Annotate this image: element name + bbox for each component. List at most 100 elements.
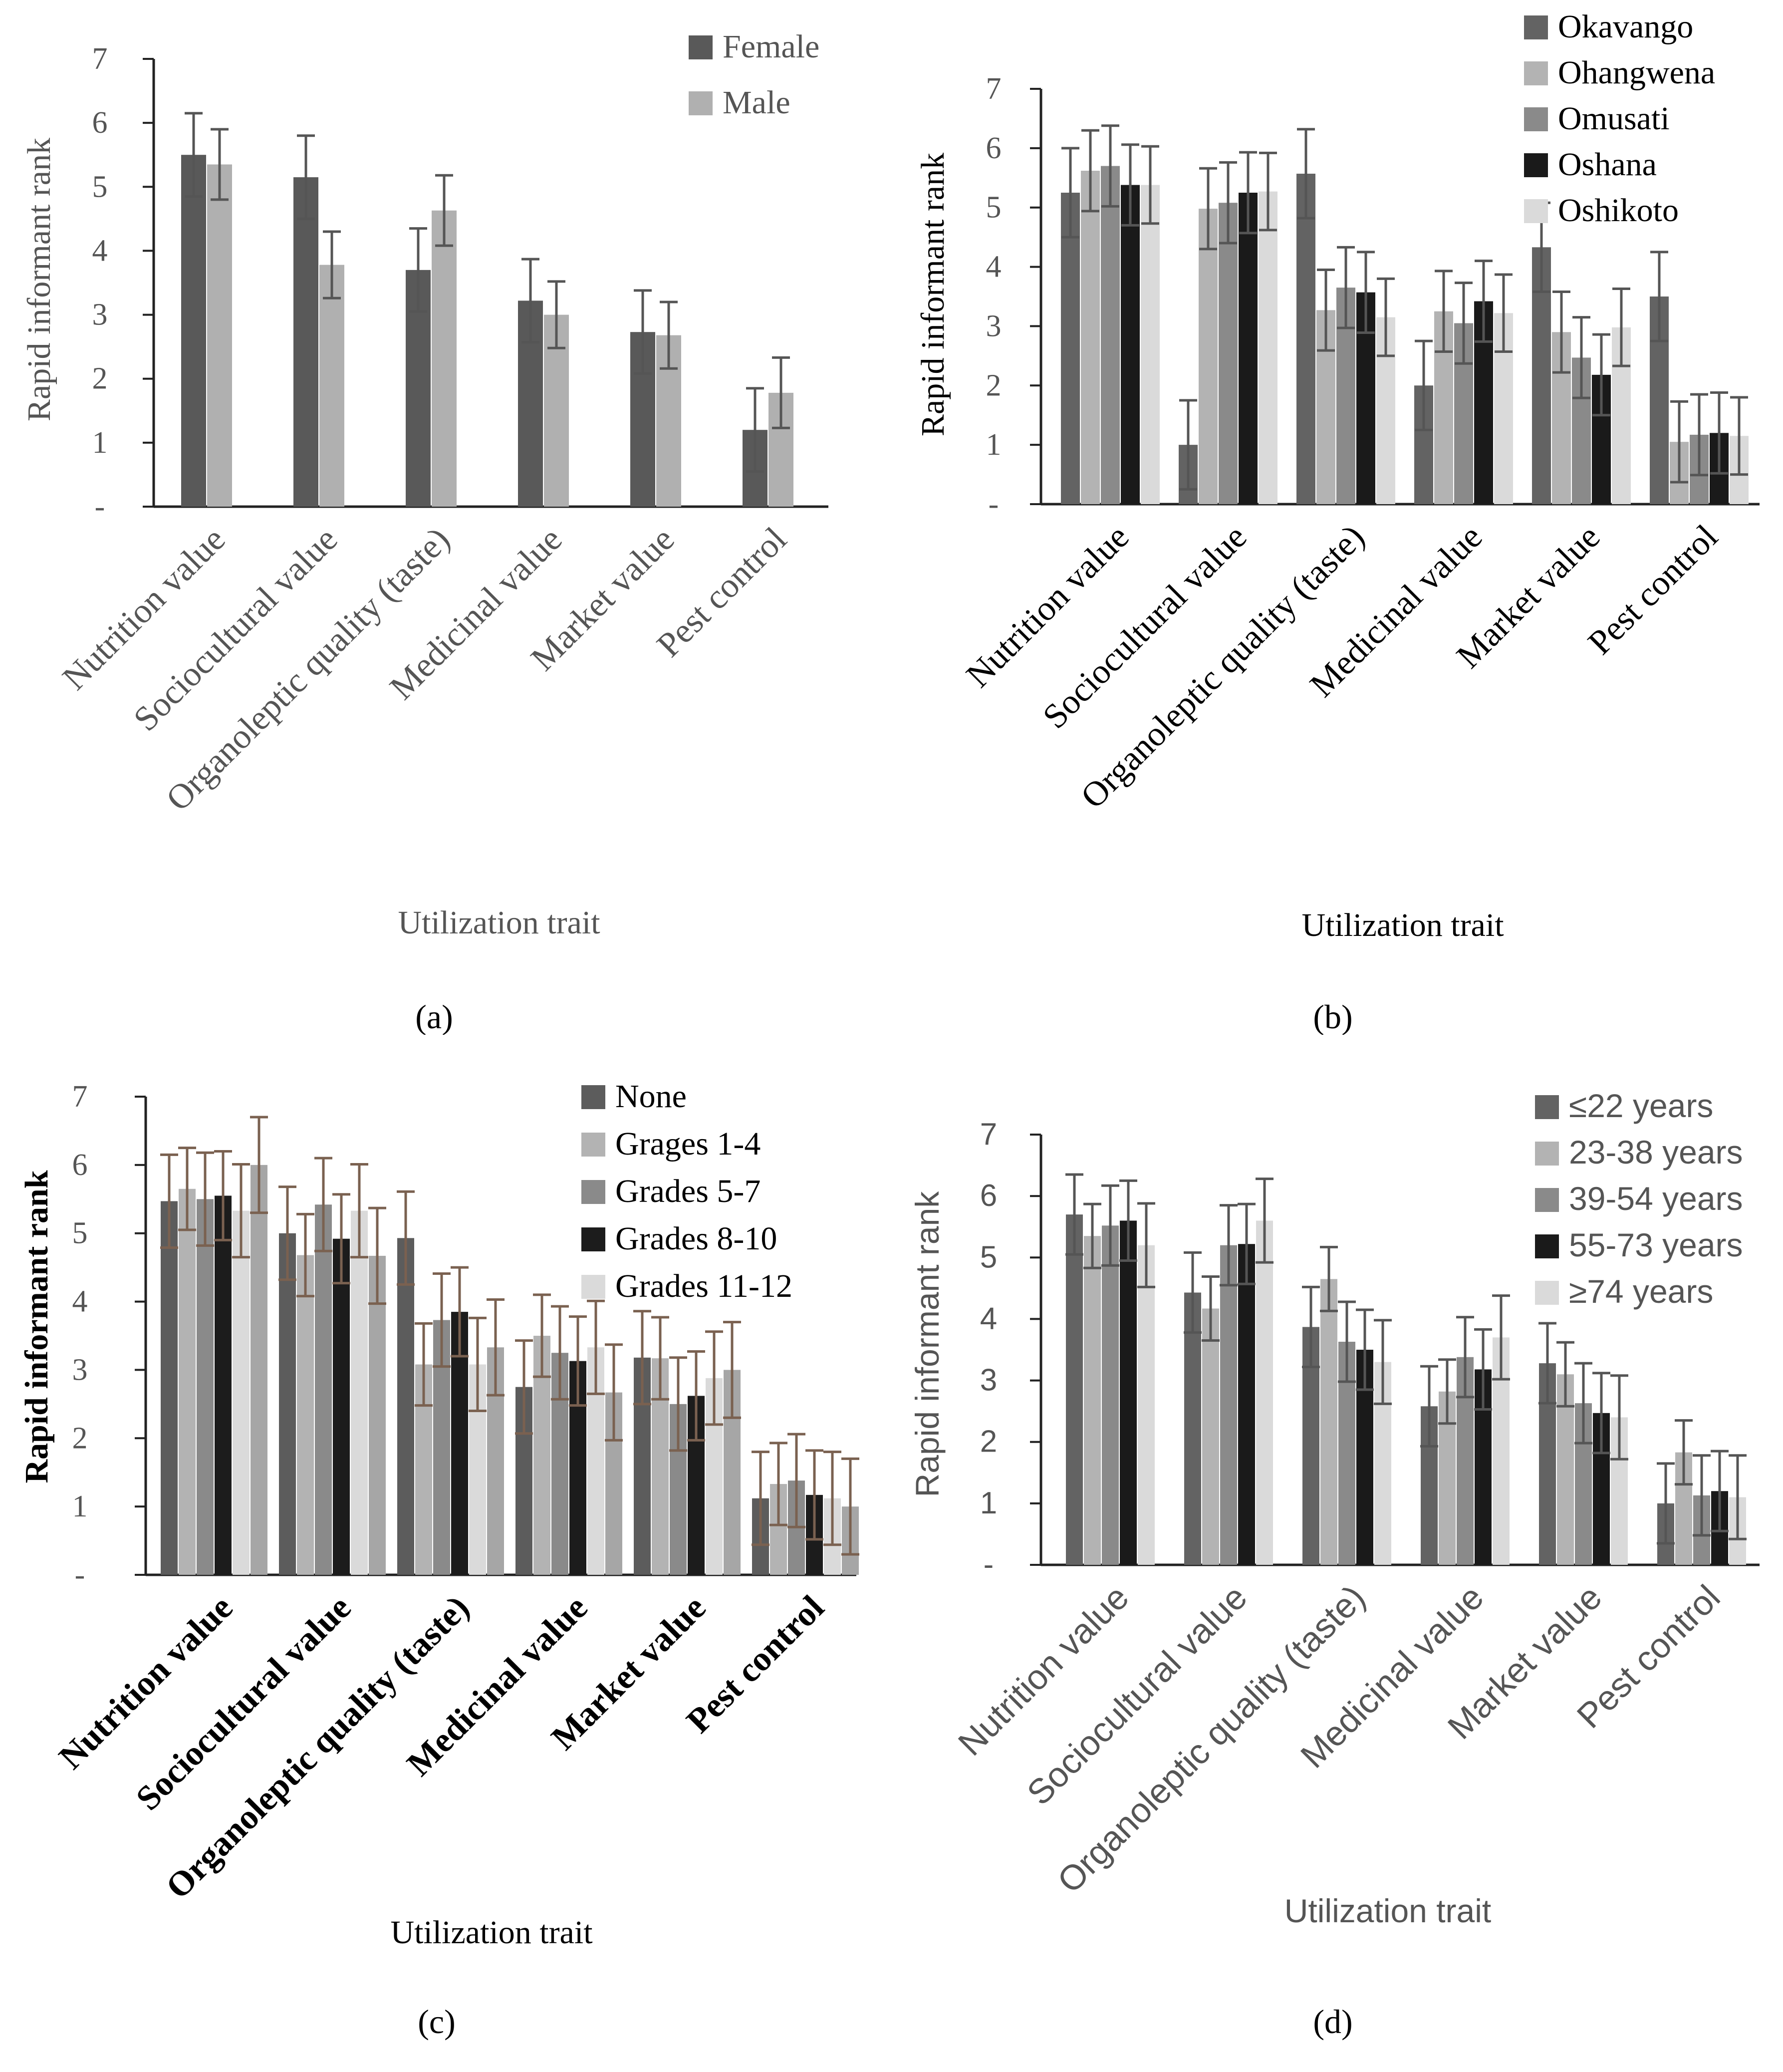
bar bbox=[1141, 185, 1160, 504]
legend-swatch bbox=[1535, 1142, 1559, 1166]
bar bbox=[1066, 1214, 1083, 1565]
y-tick-label: - bbox=[989, 487, 999, 521]
bar bbox=[215, 1195, 232, 1575]
panel-caption: (b) bbox=[1313, 998, 1352, 1035]
bar bbox=[161, 1201, 178, 1575]
x-axis-title: Utilization trait bbox=[1301, 907, 1504, 943]
legend-swatch bbox=[1535, 1095, 1559, 1119]
legend-label: Grades 8-10 bbox=[615, 1220, 777, 1257]
legend-swatch bbox=[1535, 1281, 1559, 1305]
y-tick-label: 5 bbox=[986, 191, 1002, 225]
bar bbox=[207, 164, 232, 507]
bar bbox=[251, 1165, 267, 1575]
legend-label: Oshikoto bbox=[1558, 192, 1679, 229]
bar bbox=[1061, 193, 1080, 504]
y-tick-label: 7 bbox=[986, 72, 1002, 106]
bar bbox=[1101, 166, 1120, 504]
y-tick-label: 6 bbox=[92, 106, 108, 140]
bar bbox=[181, 155, 206, 507]
bar bbox=[1084, 1236, 1101, 1565]
bar bbox=[315, 1204, 332, 1575]
bar bbox=[293, 177, 318, 507]
legend-swatch bbox=[581, 1133, 605, 1157]
bar bbox=[297, 1255, 314, 1575]
legend-swatch bbox=[581, 1275, 605, 1299]
bar bbox=[179, 1188, 196, 1575]
bar bbox=[1238, 1244, 1255, 1565]
category-label: Sociocultural value bbox=[129, 1588, 358, 1818]
bar bbox=[351, 1210, 368, 1575]
y-axis-title: Rapid informant rank bbox=[21, 138, 57, 421]
legend-label: Okavango bbox=[1558, 8, 1693, 45]
y-tick-label: 2 bbox=[986, 368, 1002, 402]
y-tick-label: 6 bbox=[986, 131, 1002, 165]
bar bbox=[1102, 1225, 1119, 1565]
y-tick-label: 7 bbox=[92, 42, 108, 76]
bar bbox=[432, 210, 457, 507]
y-tick-label: 7 bbox=[72, 1080, 88, 1114]
y-axis-title: Rapid informant rank bbox=[909, 1191, 946, 1497]
legend-label: 55-73 years bbox=[1569, 1226, 1743, 1263]
y-tick-label: 3 bbox=[980, 1363, 997, 1398]
bar bbox=[1199, 209, 1218, 504]
y-tick-label: 3 bbox=[92, 298, 108, 332]
legend-label: None bbox=[615, 1078, 687, 1115]
y-tick-label: 2 bbox=[72, 1421, 88, 1455]
bar bbox=[333, 1238, 350, 1575]
legend-label: Female bbox=[723, 28, 819, 65]
legend-swatch bbox=[581, 1227, 605, 1251]
legend-label: 39-54 years bbox=[1569, 1180, 1743, 1217]
y-tick-label: 1 bbox=[92, 426, 108, 460]
y-tick-label: 6 bbox=[72, 1148, 88, 1182]
legend-swatch bbox=[581, 1085, 605, 1109]
bar bbox=[1219, 203, 1238, 505]
bar bbox=[1081, 171, 1100, 505]
y-tick-label: 4 bbox=[986, 250, 1002, 284]
y-tick-label: 4 bbox=[72, 1285, 88, 1319]
legend-label: ≤22 years bbox=[1569, 1087, 1713, 1124]
panel-caption: (c) bbox=[418, 2003, 455, 2041]
panel-caption: (d) bbox=[1313, 2003, 1352, 2041]
bar bbox=[1239, 193, 1258, 504]
chart-panel-d: -1 2 3 4 5 6 7 Rapid informant rank Nutrition va… bbox=[891, 1035, 1783, 2070]
y-tick-label: 2 bbox=[92, 362, 108, 396]
bar bbox=[397, 1238, 414, 1575]
bar bbox=[1259, 191, 1277, 504]
chart-panel-c: -1 2 3 4 5 6 7 Rapid informant rank Nutrition va… bbox=[0, 1035, 891, 2070]
bar bbox=[279, 1233, 296, 1575]
y-tick-label: 5 bbox=[72, 1216, 88, 1250]
y-tick-label: 1 bbox=[980, 1486, 997, 1520]
legend-label: Ohangwena bbox=[1558, 54, 1715, 91]
legend-label: Omusati bbox=[1558, 100, 1670, 137]
bar bbox=[319, 265, 344, 507]
legend-label: Oshana bbox=[1558, 146, 1657, 183]
bar bbox=[1121, 185, 1140, 504]
y-tick-label: - bbox=[95, 490, 105, 524]
legend-swatch bbox=[1524, 153, 1548, 177]
legend-label: Grages 1-4 bbox=[615, 1126, 761, 1162]
legend-label: Male bbox=[723, 84, 790, 121]
y-tick-label: 6 bbox=[980, 1179, 997, 1213]
bar bbox=[369, 1255, 386, 1575]
y-tick-label: 5 bbox=[92, 170, 108, 204]
category-label: Sociocultural value bbox=[1035, 518, 1254, 736]
legend-swatch bbox=[1535, 1188, 1559, 1212]
bar bbox=[1184, 1292, 1201, 1565]
bar bbox=[1120, 1220, 1137, 1565]
y-tick-label: 4 bbox=[980, 1301, 997, 1336]
legend-swatch bbox=[1535, 1234, 1559, 1258]
legend-swatch bbox=[689, 91, 713, 115]
legend-swatch bbox=[1524, 199, 1548, 223]
legend-label: 23-38 years bbox=[1569, 1134, 1743, 1171]
y-tick-label: 5 bbox=[980, 1240, 997, 1274]
y-tick-label: 4 bbox=[92, 234, 108, 268]
legend-swatch bbox=[1524, 61, 1548, 85]
legend-swatch bbox=[1524, 15, 1548, 39]
y-tick-label: 3 bbox=[986, 309, 1002, 343]
legend-swatch bbox=[581, 1180, 605, 1204]
bar bbox=[1138, 1245, 1155, 1565]
legend-label: Grades 5-7 bbox=[615, 1173, 761, 1209]
x-axis-title: Utilization trait bbox=[398, 904, 600, 941]
